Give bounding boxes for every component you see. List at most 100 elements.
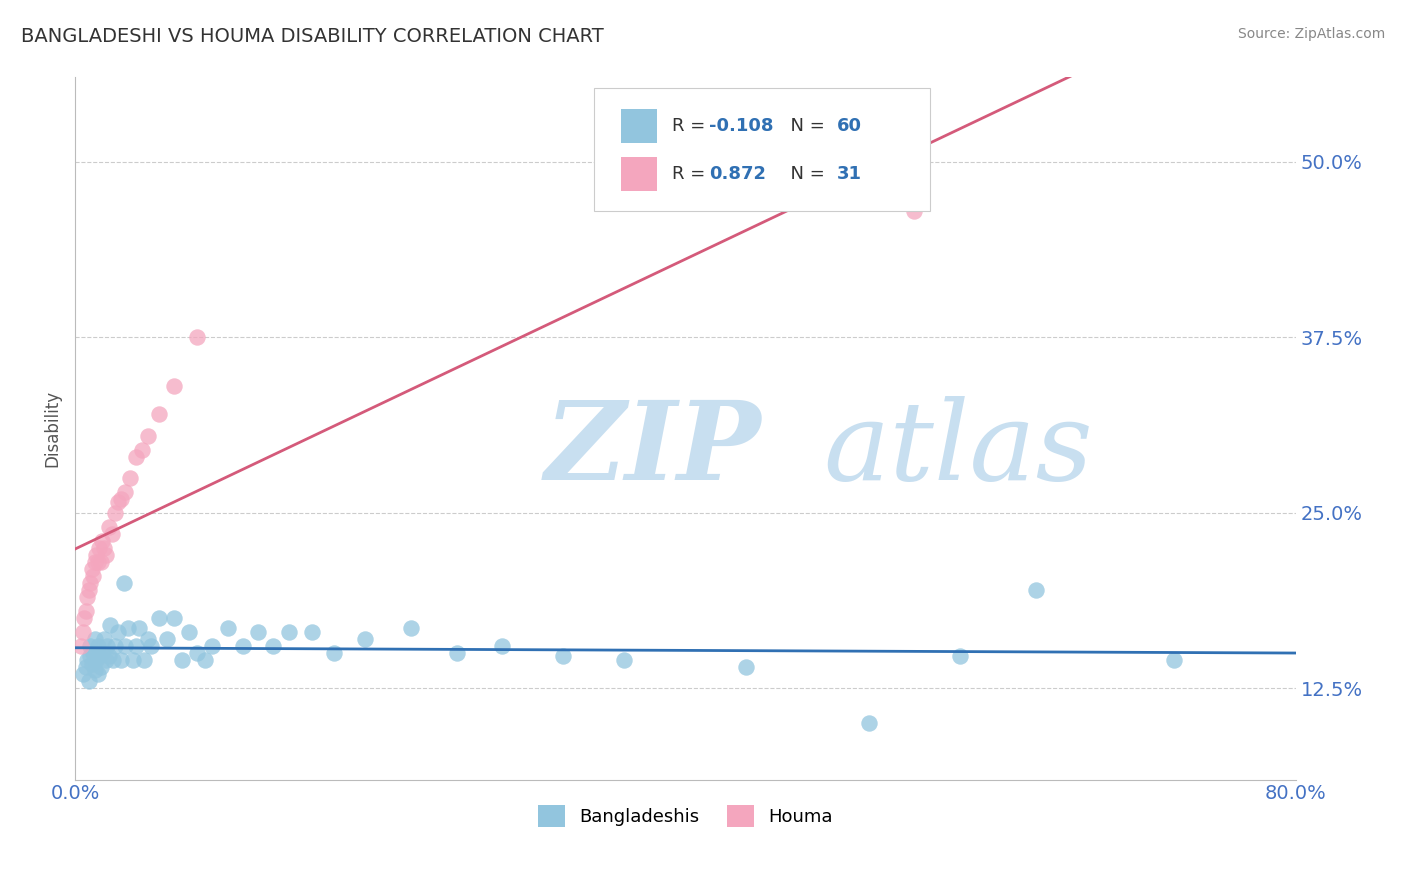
Text: 31: 31	[837, 165, 862, 184]
Point	[155, 632, 177, 647]
Text: -0.108: -0.108	[709, 117, 773, 135]
Point	[80, 562, 103, 576]
Point	[82, 569, 104, 583]
Point	[89, 541, 111, 555]
Point	[73, 611, 96, 625]
Point	[91, 533, 114, 548]
Text: 60: 60	[837, 117, 862, 135]
Point	[87, 639, 110, 653]
Text: ZIP: ZIP	[546, 396, 762, 503]
Point	[87, 667, 110, 681]
Point	[186, 330, 208, 344]
Text: N =: N =	[779, 165, 831, 184]
Point	[163, 611, 186, 625]
Point	[76, 590, 98, 604]
Point	[104, 639, 127, 653]
Point	[110, 653, 132, 667]
Text: R =: R =	[672, 165, 711, 184]
Point	[186, 646, 208, 660]
Point	[301, 625, 323, 640]
Point	[107, 494, 129, 508]
Point	[553, 648, 575, 663]
Point	[79, 576, 101, 591]
Point	[131, 442, 153, 457]
Point	[77, 674, 100, 689]
Point	[89, 648, 111, 663]
Point	[75, 604, 97, 618]
Point	[77, 582, 100, 597]
Point	[277, 625, 299, 640]
Point	[94, 548, 117, 562]
Point	[100, 526, 122, 541]
Point	[1163, 653, 1185, 667]
Point	[399, 621, 422, 635]
Point	[194, 653, 217, 667]
Point	[72, 667, 94, 681]
Point	[122, 653, 145, 667]
Y-axis label: Disability: Disability	[44, 390, 60, 467]
Point	[83, 663, 105, 677]
Point	[163, 379, 186, 393]
Point	[101, 653, 124, 667]
Point	[179, 625, 201, 640]
Point	[83, 632, 105, 647]
Text: N =: N =	[779, 117, 831, 135]
Point	[858, 716, 880, 731]
Point	[125, 639, 148, 653]
Point	[136, 632, 159, 647]
Legend: Bangladeshis, Houma: Bangladeshis, Houma	[531, 797, 839, 834]
Point	[80, 657, 103, 672]
Point	[128, 621, 150, 635]
Point	[87, 555, 110, 569]
Point	[90, 555, 112, 569]
Point	[110, 491, 132, 506]
Point	[112, 576, 135, 591]
Point	[132, 653, 155, 667]
Text: 0.872: 0.872	[709, 165, 766, 184]
Point	[136, 428, 159, 442]
Point	[79, 639, 101, 653]
Point	[82, 646, 104, 660]
Point	[217, 621, 239, 635]
Text: Source: ZipAtlas.com: Source: ZipAtlas.com	[1237, 27, 1385, 41]
Text: BANGLADESHI VS HOUMA DISABILITY CORRELATION CHART: BANGLADESHI VS HOUMA DISABILITY CORRELAT…	[21, 27, 603, 45]
Point	[118, 471, 141, 485]
Point	[97, 520, 120, 534]
Point	[75, 660, 97, 674]
Point	[354, 632, 377, 647]
Point	[247, 625, 270, 640]
Point	[76, 653, 98, 667]
Point	[72, 625, 94, 640]
Point	[613, 653, 636, 667]
Point	[86, 653, 108, 667]
Point	[94, 653, 117, 667]
Point	[201, 639, 224, 653]
Point	[323, 646, 346, 660]
Point	[86, 548, 108, 562]
Point	[79, 648, 101, 663]
Point	[83, 555, 105, 569]
Point	[104, 506, 127, 520]
Point	[107, 625, 129, 640]
Point	[491, 639, 513, 653]
Point	[232, 639, 254, 653]
FancyBboxPatch shape	[593, 88, 929, 211]
Point	[90, 660, 112, 674]
Point	[170, 653, 193, 667]
Point	[735, 660, 758, 674]
Bar	[620, 158, 658, 191]
Point	[93, 541, 115, 555]
Point	[141, 639, 163, 653]
Point	[93, 632, 115, 647]
Point	[117, 621, 139, 635]
Point	[949, 648, 972, 663]
Point	[148, 408, 170, 422]
Point	[446, 646, 468, 660]
Point	[96, 639, 118, 653]
Point	[97, 648, 120, 663]
Point	[1025, 582, 1047, 597]
Point	[125, 450, 148, 464]
Bar	[620, 109, 658, 143]
Point	[114, 484, 136, 499]
Text: R =: R =	[672, 117, 711, 135]
